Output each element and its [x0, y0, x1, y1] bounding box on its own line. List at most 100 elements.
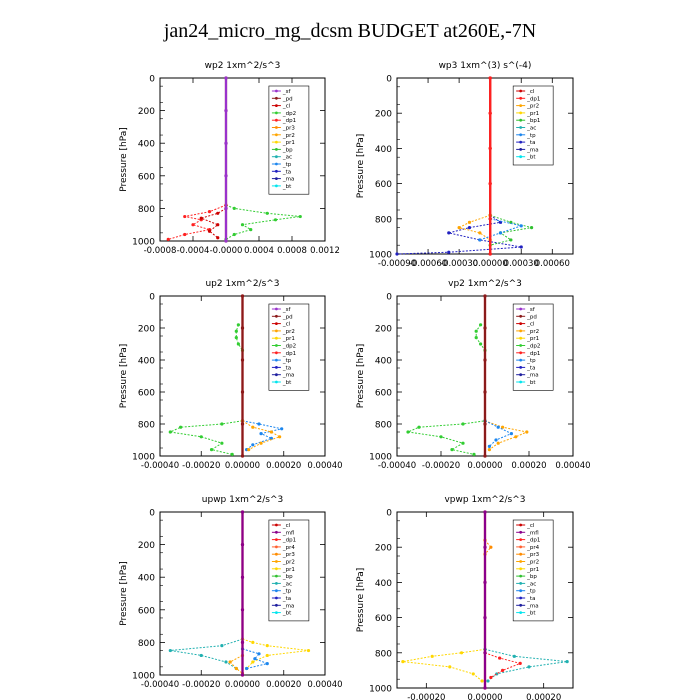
legend-marker [275, 611, 278, 614]
series-point-bp1 [509, 238, 513, 242]
series-point-ac [486, 679, 490, 683]
legend-marker [275, 560, 278, 563]
series-point-dp2 [168, 430, 172, 434]
legend-marker [275, 358, 278, 362]
y-tick-label: 800 [375, 421, 392, 431]
legend-entry: _tp [526, 589, 536, 595]
legend-entry: _sf [526, 307, 536, 313]
series-point-cl [216, 236, 220, 240]
legend-entry: _ma [282, 603, 294, 609]
y-tick-label: 400 [375, 357, 392, 367]
legend-marker [519, 358, 523, 362]
y-tick-label: 0 [386, 293, 392, 303]
legend-entry: _ma [526, 147, 538, 153]
legend-entry: _bt [526, 380, 536, 386]
legend-entry: _bt [282, 380, 292, 386]
series-point-pd [483, 358, 487, 362]
series-point-mfl [240, 640, 245, 645]
legend-marker [519, 611, 523, 614]
series-point-dp2 [450, 448, 454, 452]
y-tick-label: 0 [386, 509, 392, 519]
x-tick-label: -0.00040 [378, 461, 416, 471]
series-point-dp2 [298, 214, 302, 219]
series-point-dp2 [461, 422, 465, 426]
y-tick-label: 600 [375, 614, 392, 624]
series-point-dp1 [488, 182, 492, 186]
series-line-tp [242, 648, 269, 669]
series-point-ta [467, 226, 472, 230]
legend-marker [275, 552, 278, 556]
panel-title: wp3 1xm^(3) s^(-4) [439, 61, 532, 71]
legend-marker [519, 344, 523, 347]
series-point-pd [240, 294, 245, 298]
x-tick-label: -0.00020 [182, 680, 220, 690]
series-point-dp2 [479, 342, 483, 346]
series-point-mfl [240, 510, 245, 514]
legend-entry: _cl [282, 104, 291, 110]
legend-entry: _ma [282, 177, 294, 183]
series-point-bp1 [529, 226, 534, 230]
legend-marker [519, 589, 523, 593]
series-point-dp2 [479, 323, 483, 327]
y-tick-label: 400 [138, 574, 155, 584]
x-tick-label: -0.0004 [177, 246, 210, 256]
series-point-ac [527, 665, 531, 669]
panel-title: wp2 1xm^2/s^3 [205, 61, 281, 71]
y-tick-label: 800 [375, 215, 392, 225]
series-point-dp2 [472, 452, 476, 456]
series-point-pd [240, 422, 245, 426]
legend-entry: _ac [526, 581, 536, 587]
y-tick-label: 200 [138, 325, 155, 335]
series-point-tp [494, 438, 498, 442]
series-point-dp2 [249, 227, 253, 232]
legend-marker [519, 140, 523, 144]
legend-entry: _pr2 [282, 329, 295, 335]
legend-marker [519, 582, 523, 585]
legend-marker [519, 96, 523, 100]
y-tick-label: 200 [138, 541, 155, 551]
x-tick-label: -0.00040 [141, 461, 179, 471]
y-axis-label: Pressure [hPa] [119, 344, 129, 409]
series-point-ac [199, 653, 203, 658]
legend-entry: _ma [526, 603, 538, 609]
series-point-dp1 [207, 210, 212, 214]
series-point-tp [269, 436, 273, 440]
series-line-pr2 [229, 654, 243, 674]
legend-marker [519, 538, 523, 541]
x-tick-label: 0.00040 [307, 680, 342, 690]
panel-2: up2 1xm^2/s^3 Pressure [hPa] 0 200 400 600 800… [119, 279, 343, 471]
legend-entry: _bp [526, 574, 537, 580]
series-point-tp [245, 666, 249, 671]
y-tick-label: 600 [138, 606, 155, 616]
legend-entry: _pr4 [526, 545, 540, 551]
y-tick-label: 600 [375, 389, 392, 399]
legend-marker [275, 133, 278, 137]
series-point-sf [224, 239, 228, 243]
series-point-pr2 [467, 220, 472, 224]
legend-entry: _pr2 [282, 133, 295, 139]
series-point-pr2 [501, 425, 505, 429]
legend-marker [519, 104, 523, 107]
legend-entry: _bp [282, 574, 293, 580]
series-point-pr2 [514, 435, 518, 439]
series-point-tp [496, 425, 500, 429]
legend-entry: _ac [282, 155, 292, 161]
legend-marker [519, 89, 523, 93]
y-tick-label: 0 [149, 75, 155, 85]
series-point-ac [220, 644, 224, 648]
series-point-dp2 [461, 441, 465, 445]
panel-4: upwp 1xm^2/s^3 Pressure [hPa] 0 200 400 600 80… [119, 495, 343, 690]
series-point-sf [224, 76, 228, 80]
legend-entry: _mfl [526, 530, 539, 536]
series-point-cl [216, 211, 220, 215]
series-point-pr1 [471, 672, 475, 676]
legend-entry: _bt [526, 155, 536, 161]
x-tick-label: 0.00060 [535, 259, 570, 269]
panel-1: wp3 1xm^(3) s^(-4) Pressure [hPa] 0 200 400 6… [356, 61, 574, 269]
y-tick-label: 400 [375, 145, 392, 155]
series-line-ac [170, 638, 243, 669]
legend-marker [275, 307, 278, 311]
legend-box [268, 85, 310, 195]
legend-entry: _dp1 [282, 351, 296, 357]
series-line-dp2 [225, 204, 301, 240]
